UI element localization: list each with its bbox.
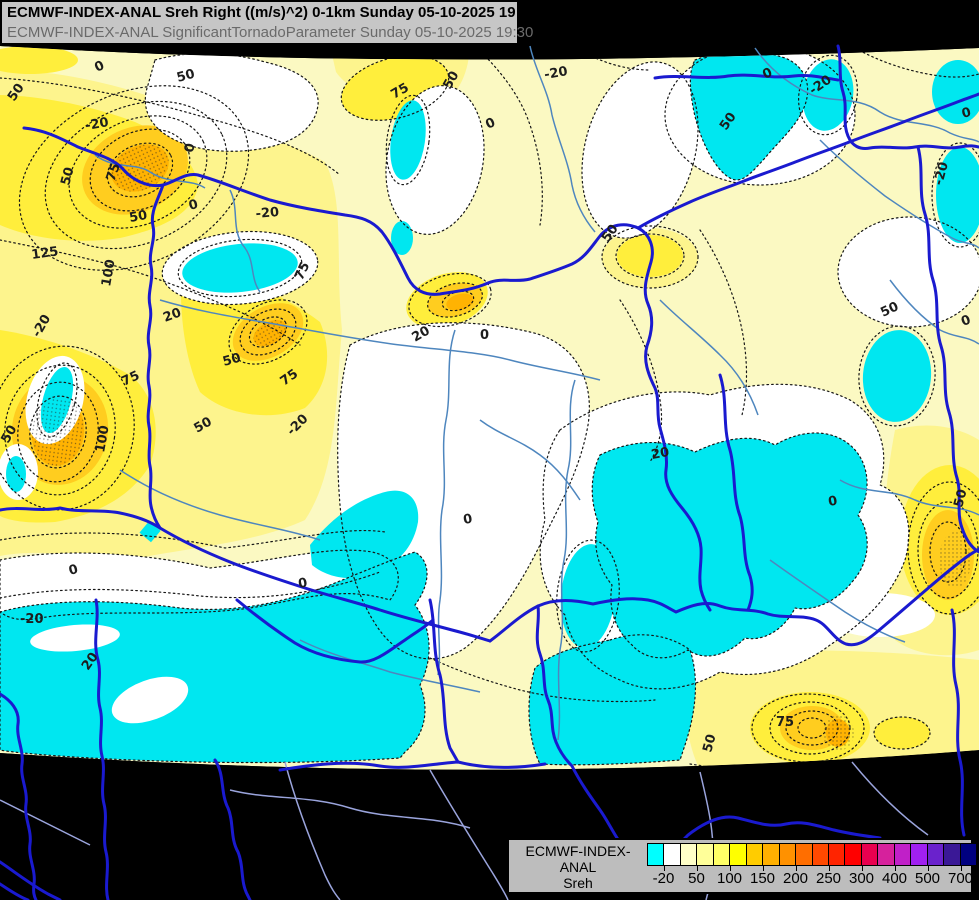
legend-color-cell (663, 844, 680, 865)
legend-color-cell (762, 844, 779, 865)
contour-label: 100 (93, 424, 112, 453)
legend-tick-label: -20 (652, 870, 675, 887)
colorbar-wrap: -20 50 100 150 200 250 300 400 500 700 (647, 843, 977, 891)
contour-label: -20 (543, 64, 569, 83)
contour-label: 50 (878, 299, 901, 320)
legend-tick-mark (795, 866, 797, 871)
legend-tick-label: 50 (688, 870, 705, 887)
legend-tick-label: 150 (749, 870, 776, 887)
contour-label: 50 (128, 208, 148, 226)
contour-label: 75 (104, 161, 124, 183)
legend-color-cell (795, 844, 812, 865)
colorbar-labels: -20 50 100 150 200 250 300 400 500 700 (647, 866, 977, 888)
contour-label: 20 (650, 445, 670, 463)
contour-label: -20 (20, 612, 44, 627)
legend-source-label: ECMWF-INDEX-ANAL (525, 843, 631, 875)
contour-label: 50 (221, 351, 242, 370)
legend-tick-label: 400 (881, 870, 908, 887)
contour-label: 0 (827, 494, 839, 510)
legend-tick-mark (927, 866, 929, 871)
colorbar (647, 843, 977, 866)
contour-label: -20 (84, 115, 110, 134)
legend-tick-mark (762, 866, 764, 871)
map-fills (0, 46, 979, 770)
legend-tick-mark (894, 866, 896, 871)
legend-tick-mark (729, 866, 731, 871)
contour-label: 0 (67, 562, 80, 579)
contour-label: -20 (255, 205, 280, 222)
title-box: ECMWF-INDEX-ANAL Sreh Right ((m/s)^2) 0-… (0, 0, 538, 45)
legend-tick-mark (960, 866, 962, 871)
legend-tick-mark (663, 866, 665, 871)
legend-units-label: (m/s)^2 (554, 891, 602, 900)
contour-label: -20 (931, 160, 952, 187)
legend-parameter-label: Sreh (563, 875, 593, 891)
contour-label: 50 (58, 166, 77, 187)
contour-label: 0 (960, 105, 973, 122)
legend-tick-label: 300 (848, 870, 875, 887)
legend-color-cell (778, 844, 796, 865)
contour-label: 75 (119, 368, 142, 389)
legend-color-cell (729, 844, 746, 865)
legend-color-cell (827, 844, 845, 865)
rivers (94, 45, 979, 741)
contour-label: 50 (175, 67, 196, 86)
legend-color-cell (844, 844, 861, 865)
legend-title-block: ECMWF-INDEX-ANAL Sreh (m/s)^2 (511, 843, 645, 900)
contour-label: 0 (182, 142, 198, 154)
contour-label: 0 (462, 512, 474, 528)
legend-color-cell (893, 844, 911, 865)
legend-tick-mark (861, 866, 863, 871)
legend-color-cell (877, 844, 894, 865)
contour-label: 50 (951, 488, 970, 509)
contour-label: 0 (297, 576, 309, 592)
contour-label: 100 (99, 258, 118, 287)
contour-label: 20 (161, 305, 183, 325)
title-line-secondary: ECMWF-INDEX-ANAL SignificantTornadoParam… (7, 24, 534, 41)
country-borders (0, 44, 979, 900)
contour-label: 75 (292, 260, 313, 283)
legend-tick-label: 700 (947, 870, 974, 887)
contour-label: 0 (187, 197, 200, 214)
legend-tick-mark (828, 866, 830, 871)
legend-color-cell (910, 844, 927, 865)
contour-label: 50 (700, 733, 719, 754)
legend-color-cell (648, 844, 664, 865)
legend-color-cell (811, 844, 828, 865)
legend-tick-label: 250 (815, 870, 842, 887)
legend-color-cell (943, 844, 960, 865)
legend-color-cell (860, 844, 878, 865)
legend-tick-label: 200 (782, 870, 809, 887)
legend-color-cell (696, 844, 713, 865)
legend-tick-label: 100 (716, 870, 743, 887)
legend-color-cell (926, 844, 944, 865)
legend-color-cell (959, 844, 977, 865)
contour-label: 75 (776, 715, 794, 730)
legend-color-cell (679, 844, 697, 865)
contour-label: 125 (30, 244, 59, 263)
contour-label: 0 (480, 328, 489, 343)
legend-box: ECMWF-INDEX-ANAL Sreh (m/s)^2 -20 50 100 15… (507, 838, 977, 900)
rivers-over-dark (0, 761, 929, 900)
legend-color-cell (745, 844, 763, 865)
legend-tick-label: 500 (914, 870, 941, 887)
legend-color-cell (712, 844, 730, 865)
legend-tick-mark (696, 866, 698, 871)
title-line-primary: ECMWF-INDEX-ANAL Sreh Right ((m/s)^2) 0-… (7, 4, 538, 21)
